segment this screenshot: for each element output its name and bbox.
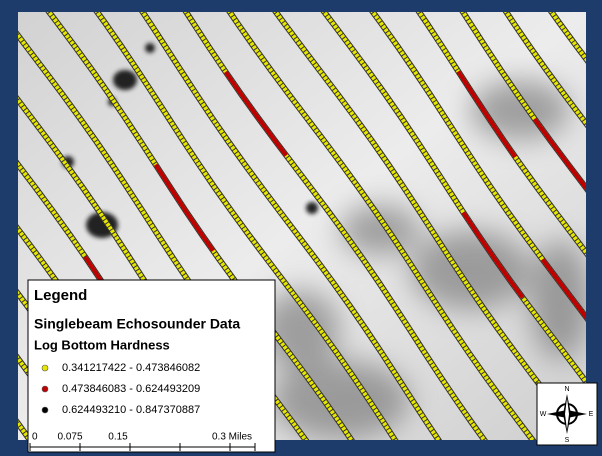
legend-class-label: 0.624493210 - 0.847370887: [62, 404, 200, 416]
south-label: S: [565, 437, 570, 444]
survey-line-outline: [0, 0, 5, 456]
scale-label: 0.075: [57, 432, 82, 443]
west-label: W: [540, 411, 547, 418]
scale-label: 0: [32, 432, 38, 443]
legend-symbol: [42, 386, 48, 392]
legend-title: Legend: [34, 287, 87, 304]
north-arrow: N S E W: [537, 383, 597, 445]
legend-symbol: [42, 407, 48, 413]
legend-classes: 0.341217422 - 0.473846082 0.473846083 - 0…: [42, 362, 200, 416]
legend-class-label: 0.341217422 - 0.473846082: [62, 362, 200, 374]
north-label: N: [564, 386, 569, 393]
legend-layer: Singlebeam Echosounder Data: [34, 316, 240, 332]
survey-line: [0, 0, 5, 456]
scale-label: 0.15: [108, 432, 128, 443]
scale-label: 0.3 Miles: [212, 432, 252, 443]
map: Legend Singlebeam Echosounder Data Log B…: [0, 0, 602, 456]
legend-field: Log Bottom Hardness: [34, 337, 170, 352]
east-label: E: [589, 411, 594, 418]
map-window: Legend Singlebeam Echosounder Data Log B…: [0, 0, 602, 456]
legend-class-label: 0.473846083 - 0.624493209: [62, 383, 200, 395]
legend-symbol: [42, 365, 48, 371]
